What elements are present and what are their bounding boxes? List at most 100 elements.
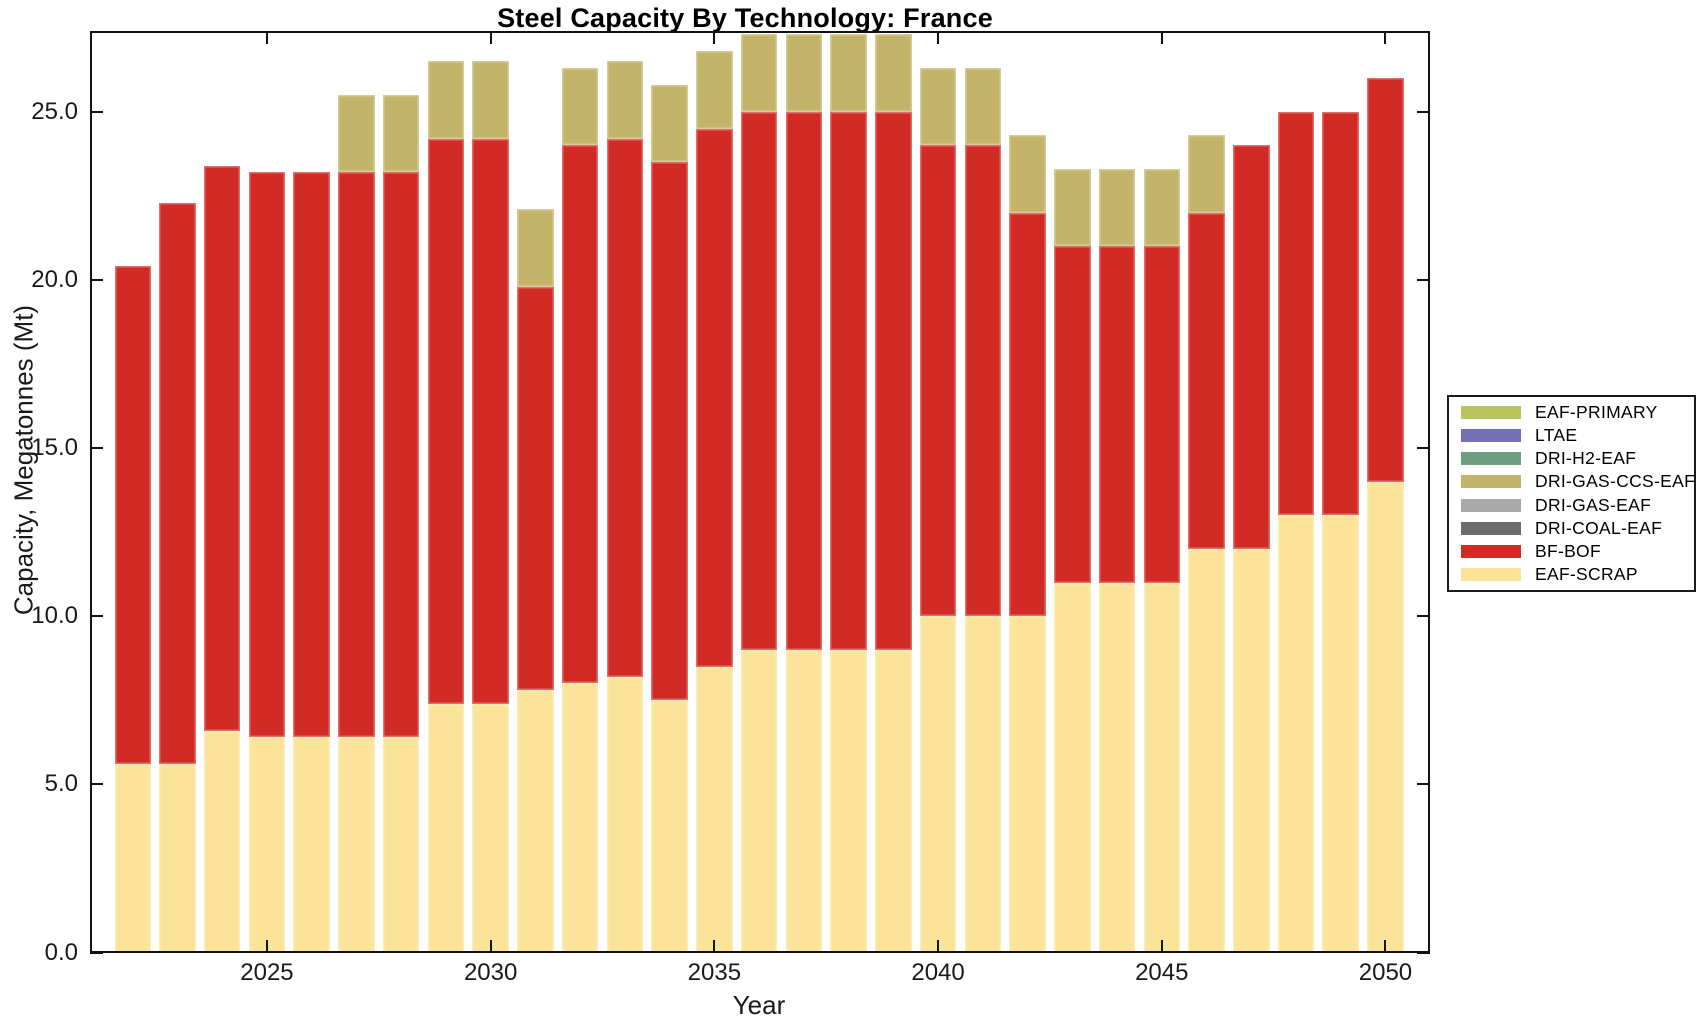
x-tick-label: 2035	[687, 959, 742, 986]
bar-segment-DRI-GAS-CCS-EAF-2031	[517, 209, 554, 287]
bar-segment-DRI-GAS-CCS-EAF-2030	[472, 61, 509, 139]
legend-item: EAF-PRIMARY	[1449, 401, 1694, 423]
bar-segment-DRI-GAS-CCS-EAF-2037	[785, 34, 823, 112]
bar-segment-DRI-GAS-CCS-EAF-2040	[919, 68, 957, 146]
y-tick-right	[1416, 615, 1430, 618]
x-tick-bottom	[265, 939, 268, 953]
bar-segment-BF-BOF-2024	[203, 165, 241, 731]
legend-label: BF-BOF	[1535, 541, 1601, 562]
bar-segment-BF-BOF-2042	[1009, 212, 1046, 617]
legend-label: EAF-PRIMARY	[1535, 401, 1658, 422]
bar-segment-EAF-SCRAP-2035	[696, 666, 733, 953]
y-tick-left	[89, 447, 103, 450]
y-tick-right	[1416, 951, 1430, 954]
legend: EAF-PRIMARY LTAE DRI-H2-EAF DRI-GAS-CCS-EAF…	[1447, 395, 1696, 592]
legend-label: DRI-GAS-EAF	[1535, 494, 1652, 515]
y-tick-label: 25.0	[31, 97, 78, 125]
legend-item: EAF-SCRAP	[1449, 564, 1694, 586]
y-tick-label: 15.0	[31, 434, 78, 462]
bar-segment-BF-BOF-2031	[517, 286, 554, 691]
x-tick-top	[265, 31, 268, 44]
chart-title: Steel Capacity By Technology: France	[497, 3, 993, 33]
y-tick-left	[89, 110, 103, 113]
bar-segment-EAF-SCRAP-2033	[606, 676, 644, 953]
bar-segment-BF-BOF-2046	[1188, 212, 1225, 549]
legend-swatch-DRI-GAS-EAF	[1461, 498, 1521, 512]
legend-swatch-DRI-H2-EAF	[1461, 452, 1521, 466]
bar-segment-BF-BOF-2044	[1098, 246, 1136, 583]
y-tick-left	[89, 615, 103, 618]
bar-segment-BF-BOF-2036	[740, 111, 778, 650]
x-tick-label: 2040	[911, 959, 965, 986]
legend-swatch-LTAE	[1461, 428, 1521, 442]
bar-segment-DRI-GAS-CCS-EAF-2045	[1143, 168, 1181, 247]
legend-item: DRI-GAS-EAF	[1449, 494, 1694, 516]
bar-segment-BF-BOF-2045	[1143, 246, 1181, 583]
legend-item: DRI-COAL-EAF	[1449, 517, 1694, 539]
bar-segment-DRI-GAS-CCS-EAF-2032	[561, 68, 599, 146]
bar-segment-EAF-SCRAP-2047	[1233, 548, 1270, 953]
legend-item: DRI-GAS-CCS-EAF	[1449, 471, 1696, 493]
x-tick-bottom	[937, 939, 940, 953]
bar-segment-EAF-SCRAP-2022	[114, 764, 151, 953]
bar-segment-BF-BOF-2027	[338, 172, 375, 738]
y-tick-label: 20.0	[31, 265, 78, 293]
bar-segment-EAF-SCRAP-2046	[1188, 548, 1225, 953]
y-tick-right	[1416, 278, 1430, 281]
legend-item: LTAE	[1449, 424, 1694, 446]
bar-segment-DRI-GAS-CCS-EAF-2033	[606, 61, 644, 139]
bar-segment-EAF-SCRAP-2048	[1277, 515, 1315, 953]
bar-segment-DRI-GAS-CCS-EAF-2041	[964, 68, 1002, 146]
legend-swatch-DRI-GAS-CCS-EAF	[1461, 475, 1521, 489]
x-tick-bottom	[1384, 939, 1387, 953]
y-tick-right	[1416, 783, 1430, 786]
x-tick-top	[937, 31, 940, 44]
bar-segment-EAF-SCRAP-2032	[561, 683, 599, 953]
bar-segment-BF-BOF-2023	[159, 202, 196, 765]
bar-segment-BF-BOF-2040	[919, 145, 957, 617]
bar-segment-EAF-SCRAP-2027	[338, 737, 375, 953]
x-tick-top	[713, 31, 716, 44]
bar-segment-EAF-SCRAP-2040	[919, 616, 957, 953]
bar-segment-EAF-SCRAP-2042	[1009, 616, 1046, 953]
legend-item: DRI-H2-EAF	[1449, 448, 1694, 470]
bar-segment-DRI-GAS-CCS-EAF-2029	[427, 61, 465, 139]
bar-segment-BF-BOF-2049	[1322, 111, 1359, 516]
legend-swatch-EAF-SCRAP	[1461, 568, 1521, 582]
y-tick-label: 10.0	[31, 602, 78, 630]
bar-segment-EAF-SCRAP-2043	[1054, 582, 1091, 953]
y-tick-left	[89, 278, 103, 281]
y-tick-label: 0.0	[44, 938, 78, 966]
bar-segment-DRI-GAS-CCS-EAF-2039	[875, 34, 912, 112]
bar-segment-BF-BOF-2047	[1233, 145, 1270, 549]
bar-segment-EAF-SCRAP-2050	[1367, 481, 1404, 953]
bar-segment-EAF-SCRAP-2034	[651, 700, 688, 953]
bar-segment-DRI-GAS-CCS-EAF-2034	[651, 84, 688, 163]
legend-item: BF-BOF	[1449, 541, 1694, 563]
x-tick-top	[489, 31, 492, 44]
y-tick-label: 5.0	[44, 770, 78, 798]
bar-segment-EAF-SCRAP-2023	[159, 764, 196, 953]
x-tick-label: 2045	[1135, 959, 1189, 986]
bar-segment-BF-BOF-2039	[875, 111, 912, 650]
bar-segment-EAF-SCRAP-2026	[293, 737, 330, 953]
bar-segment-EAF-SCRAP-2038	[830, 649, 867, 953]
legend-label: DRI-H2-EAF	[1535, 448, 1637, 469]
y-tick-right	[1416, 447, 1430, 450]
x-tick-label: 2025	[240, 959, 294, 986]
x-axis-label: Year	[732, 990, 786, 1020]
bar-segment-EAF-SCRAP-2030	[472, 703, 509, 953]
bar-segment-BF-BOF-2028	[382, 172, 420, 738]
bar-segment-BF-BOF-2043	[1054, 246, 1091, 583]
bar-segment-EAF-SCRAP-2041	[964, 616, 1002, 953]
bar-segment-BF-BOF-2038	[830, 111, 867, 650]
bar-segment-DRI-GAS-CCS-EAF-2035	[696, 51, 733, 129]
bar-segment-BF-BOF-2035	[696, 128, 733, 667]
bar-segment-EAF-SCRAP-2031	[517, 690, 554, 953]
legend-label: LTAE	[1535, 424, 1578, 445]
bar-segment-EAF-SCRAP-2045	[1143, 582, 1181, 953]
legend-label: DRI-GAS-CCS-EAF	[1535, 471, 1696, 492]
y-tick-right	[1416, 110, 1430, 113]
bar-segment-BF-BOF-2048	[1277, 111, 1315, 516]
bar-segment-EAF-SCRAP-2029	[427, 703, 465, 953]
